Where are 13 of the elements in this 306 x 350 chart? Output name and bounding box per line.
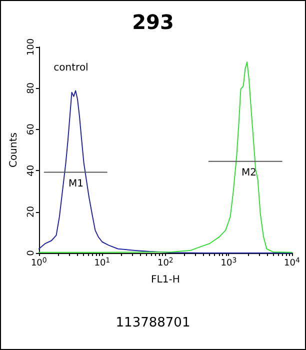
x-axis-title: FL1-H xyxy=(151,274,180,286)
y-tick-label: 80 xyxy=(26,82,36,94)
y-tick-label: 0 xyxy=(26,250,36,256)
y-axis-title: Counts xyxy=(8,132,20,168)
y-tick-label: 20 xyxy=(26,206,36,218)
chart-title: 293 xyxy=(132,10,174,34)
annotation: M2 xyxy=(242,168,256,178)
y-tick-label: 100 xyxy=(26,38,36,56)
y-tick-label: 40 xyxy=(26,164,36,176)
annotation: control xyxy=(54,62,88,74)
text: 113788701 xyxy=(116,316,190,330)
y-tick-label: 60 xyxy=(26,123,36,136)
annotation: M1 xyxy=(68,178,84,190)
